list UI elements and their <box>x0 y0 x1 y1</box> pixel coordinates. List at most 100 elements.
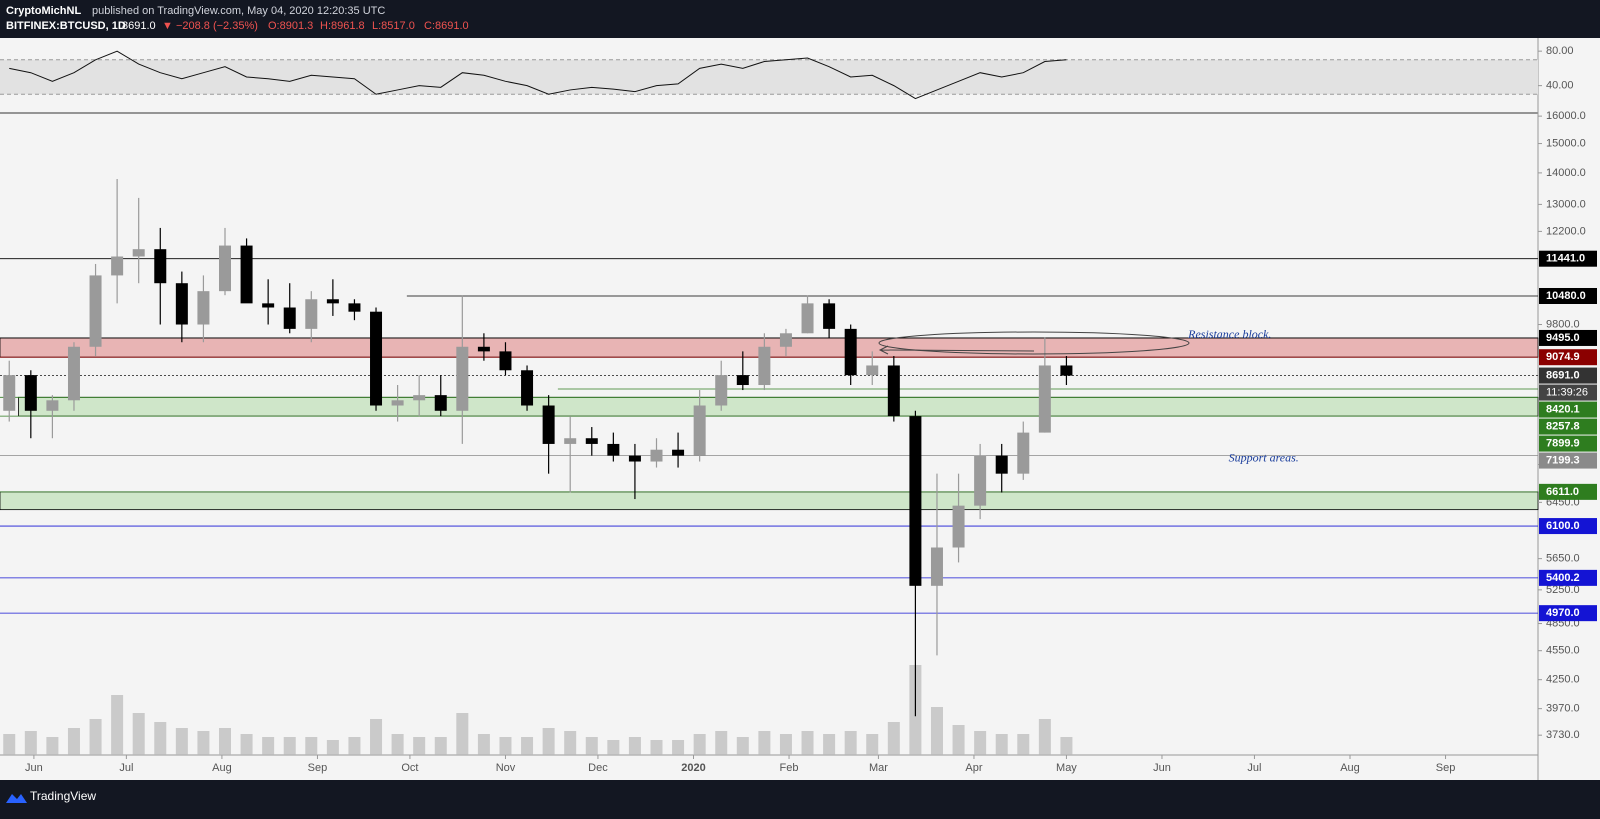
level-label: 8420.1 <box>1546 403 1580 415</box>
candle-body <box>132 249 145 257</box>
volume-bar <box>218 728 231 755</box>
annotation: Resistance block. <box>1187 327 1271 341</box>
candle-body <box>413 395 426 401</box>
candle-body <box>46 400 59 411</box>
x-tick-label: Jul <box>1247 762 1261 774</box>
candle-body <box>3 375 16 411</box>
level-label: 10480.0 <box>1546 290 1586 302</box>
volume-bar <box>67 728 80 755</box>
volume-bar <box>887 722 900 755</box>
level-label: 11441.0 <box>1546 253 1585 265</box>
x-tick-label: Sep <box>308 762 328 774</box>
level-box <box>1539 418 1597 435</box>
level-label: 6100.0 <box>1546 520 1580 532</box>
logo <box>6 794 27 803</box>
annotation: Support areas. <box>1229 450 1299 464</box>
volume-bar <box>46 737 59 755</box>
volume-bar <box>736 737 749 755</box>
volume-bar <box>801 731 814 755</box>
candle-body <box>715 375 728 406</box>
volume-bar <box>1060 737 1073 755</box>
candle-body <box>585 438 598 444</box>
x-tick-label: Nov <box>496 762 516 774</box>
rsi-tick-label: 80.00 <box>1546 45 1574 57</box>
volume-bar <box>499 737 512 755</box>
level-box <box>1539 452 1597 469</box>
level-box <box>1539 569 1597 586</box>
volume-bar <box>477 734 490 755</box>
candle-body <box>607 443 620 456</box>
low: L:8517.0 <box>372 20 415 32</box>
candle-body <box>974 455 987 506</box>
level-box <box>1539 605 1597 622</box>
volume-bar <box>823 734 836 755</box>
candle-body <box>218 245 231 292</box>
candle-body <box>240 245 253 304</box>
author: CryptoMichNL <box>6 5 81 17</box>
candle-body <box>111 256 124 276</box>
countdown-box <box>1539 384 1597 401</box>
last-price: 8691.0 <box>122 20 156 32</box>
volume-bar <box>693 734 706 755</box>
level-label: 7899.9 <box>1546 437 1580 449</box>
y-tick-label: 13000.0 <box>1546 198 1586 210</box>
candle-body <box>326 299 339 304</box>
volume-bar <box>24 731 37 755</box>
candle-body <box>348 303 361 312</box>
level-box <box>1539 367 1597 384</box>
candle-body <box>175 283 188 325</box>
zone <box>18 396 1539 417</box>
brand[interactable]: TradingView <box>30 789 96 803</box>
x-tick-label: 2020 <box>681 762 705 774</box>
candle-body <box>866 365 879 376</box>
y-tick-label: 3970.0 <box>1546 703 1580 715</box>
rsi-band <box>0 59 1538 95</box>
candle-body <box>24 375 37 411</box>
level-label: 8257.8 <box>1546 420 1580 432</box>
level-label: 9074.9 <box>1546 351 1580 363</box>
x-tick-label: Aug <box>212 762 232 774</box>
volume-bar <box>715 731 728 755</box>
volume-bar <box>175 728 188 755</box>
volume-bar <box>1038 719 1051 755</box>
candle-body <box>1060 365 1073 376</box>
volume-bar <box>974 731 987 755</box>
candle-body <box>844 328 857 376</box>
volume-bar <box>542 728 555 755</box>
volume-bar <box>1017 734 1030 755</box>
candle-body <box>887 365 900 417</box>
x-tick-label: Apr <box>965 762 982 774</box>
volume-bar <box>779 734 792 755</box>
level-box <box>1539 401 1597 418</box>
level-box <box>1539 349 1597 366</box>
volume-bar <box>348 737 361 755</box>
candle-body <box>672 449 685 456</box>
y-tick-label: 5250.0 <box>1546 584 1580 596</box>
x-tick-label: Sep <box>1436 762 1456 774</box>
level-box <box>1539 250 1597 267</box>
volume-bar <box>456 713 469 755</box>
volume-bar <box>758 731 771 755</box>
candle-body <box>995 455 1008 474</box>
volume-bar <box>283 737 296 755</box>
level-box <box>1539 518 1597 535</box>
volume-bar <box>154 722 167 755</box>
volume-bar <box>262 737 275 755</box>
x-tick-label: Jun <box>25 762 43 774</box>
level-label: 7199.3 <box>1546 454 1580 466</box>
y-tick-label: 12200.0 <box>1546 225 1586 237</box>
volume-bar <box>585 737 598 755</box>
candle-body <box>283 307 296 329</box>
rsi-line <box>9 50 1067 100</box>
x-tick-label: Mar <box>869 762 888 774</box>
volume-bar <box>413 737 426 755</box>
candle-body <box>197 291 210 325</box>
candle-body <box>779 333 792 347</box>
level-box <box>1539 435 1597 452</box>
volume-bar <box>844 731 857 755</box>
x-tick-label: Feb <box>780 762 799 774</box>
volume-bar <box>672 740 685 755</box>
level-box <box>1539 287 1597 304</box>
volume-bar <box>305 737 318 755</box>
